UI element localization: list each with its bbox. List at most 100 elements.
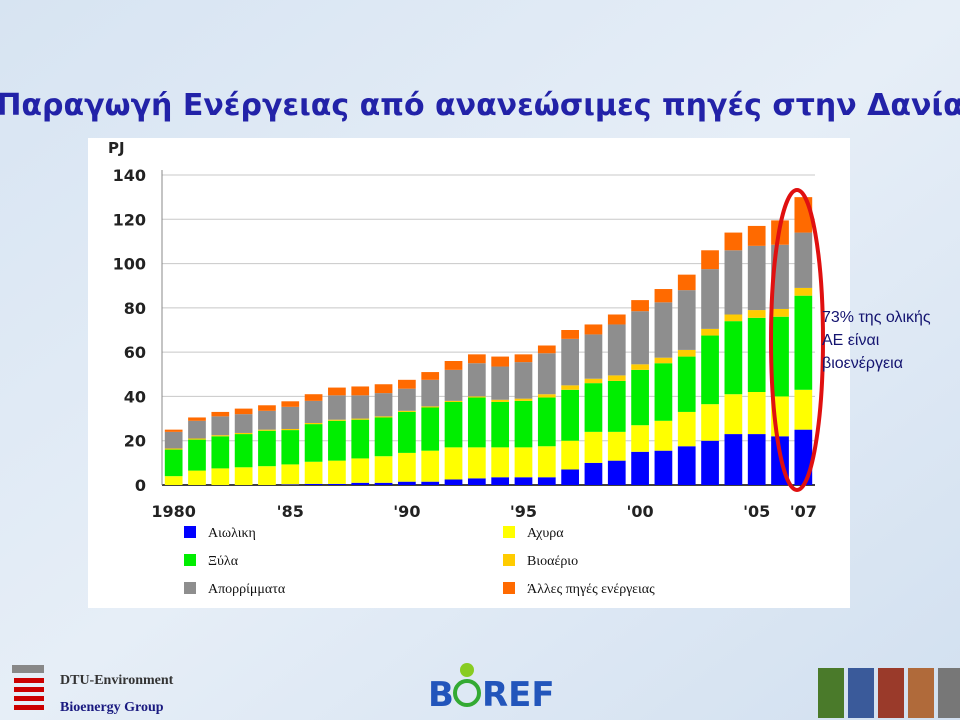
bar-segment xyxy=(234,432,253,435)
x-tick-label: '85 xyxy=(277,502,304,521)
legend-swatch xyxy=(184,554,196,566)
bar-segment xyxy=(631,311,649,365)
bar-segment xyxy=(164,448,183,450)
bar-segment xyxy=(747,317,766,392)
bar-segment xyxy=(164,449,183,477)
bar-segment xyxy=(281,484,300,485)
bar-segment xyxy=(654,363,673,421)
bar-segment xyxy=(677,446,696,485)
bar-segment xyxy=(398,410,416,412)
bar-segment xyxy=(467,354,486,364)
bar-segment xyxy=(491,356,510,367)
bar-segment xyxy=(561,338,579,386)
photo-strip xyxy=(818,668,960,718)
bar-segment xyxy=(701,328,719,336)
bar-segment xyxy=(467,447,486,479)
bar-segment xyxy=(537,345,556,354)
x-tick-label: '00 xyxy=(627,502,654,521)
bar-segment xyxy=(584,462,603,485)
bar-segment xyxy=(351,482,370,485)
bar-segment xyxy=(258,466,276,485)
bar-segment xyxy=(444,361,463,370)
bar-segment xyxy=(771,316,789,397)
bar-segment xyxy=(211,436,230,469)
bar-segment xyxy=(794,389,813,430)
bar-segment xyxy=(584,324,603,335)
bar-segment xyxy=(467,397,486,448)
bar-segment xyxy=(607,380,626,432)
y-tick-label: 80 xyxy=(124,299,146,318)
bar-segment xyxy=(584,383,603,432)
bar-segment xyxy=(398,481,416,485)
bar-segment xyxy=(444,401,463,448)
bar-segment xyxy=(677,411,696,447)
bar-segment xyxy=(258,405,276,411)
bar-segment xyxy=(304,394,323,401)
bar-segment xyxy=(677,349,696,357)
bar-segment xyxy=(514,447,533,478)
bar-segment xyxy=(188,470,206,485)
bar-segment xyxy=(398,411,416,453)
bar-segment xyxy=(281,406,300,429)
bar-segment xyxy=(701,440,719,485)
bar-segment xyxy=(724,250,743,315)
y-tick-label: 100 xyxy=(113,255,146,274)
bar-segment xyxy=(421,406,440,408)
bar-segment xyxy=(607,314,626,325)
bar-segment xyxy=(444,369,463,401)
bar-segment xyxy=(654,302,673,358)
bar-segment xyxy=(444,479,463,485)
bar-segment xyxy=(514,398,533,401)
bar-segment xyxy=(654,357,673,364)
bar-segment xyxy=(631,451,649,485)
bar-segment xyxy=(374,456,393,483)
bar-segment xyxy=(724,314,743,322)
bar-segment xyxy=(328,483,346,485)
bar-segment xyxy=(281,401,300,407)
bar-segment xyxy=(164,431,183,449)
legend-swatch xyxy=(503,582,515,594)
bar-segment xyxy=(607,431,626,461)
bar-segment xyxy=(188,438,206,440)
bioref-logo: B REF xyxy=(428,663,555,715)
bar-segment xyxy=(444,447,463,480)
legend-swatch xyxy=(184,526,196,538)
bar-segment xyxy=(491,366,510,400)
bar-segment xyxy=(398,379,416,389)
bar-segment xyxy=(491,399,510,402)
bar-segment xyxy=(234,467,253,485)
bar-segment xyxy=(374,393,393,417)
bar-segment xyxy=(794,287,813,296)
bar-segment xyxy=(771,308,789,317)
legend-label: Ξύλα xyxy=(208,554,239,569)
legend-label: Αχυρα xyxy=(527,526,564,541)
bar-segment xyxy=(421,372,440,380)
y-tick-label: 60 xyxy=(124,343,146,362)
bar-segment xyxy=(188,439,206,471)
bar-segment xyxy=(701,335,719,405)
bar-segment xyxy=(724,321,743,395)
bar-segment xyxy=(351,458,370,483)
bar-segment xyxy=(328,395,346,420)
bar-segment xyxy=(631,425,649,452)
bar-segment xyxy=(328,387,346,396)
bar-segment xyxy=(421,407,440,451)
bar-segment xyxy=(328,419,346,421)
bar-segment xyxy=(607,324,626,376)
legend-swatch xyxy=(184,582,196,594)
title-text: Παραγωγή Ενέργειας από ανανεώσιμες πηγές… xyxy=(0,88,960,123)
bar-segment xyxy=(631,364,649,370)
bar-segment xyxy=(421,379,440,407)
bar-segment xyxy=(188,420,206,439)
bar-segment xyxy=(211,411,230,417)
y-tick-label: 40 xyxy=(124,387,146,406)
legend-label: Αιωλικη xyxy=(208,526,256,541)
bar-segment xyxy=(374,417,393,457)
y-tick-label: 20 xyxy=(124,432,146,451)
bar-segment xyxy=(374,416,393,418)
bar-segment xyxy=(467,363,486,397)
bar-segment xyxy=(561,469,579,485)
bar-segment xyxy=(164,429,183,432)
bar-segment xyxy=(631,369,649,426)
footer-department: DTU-Environment xyxy=(60,673,174,688)
